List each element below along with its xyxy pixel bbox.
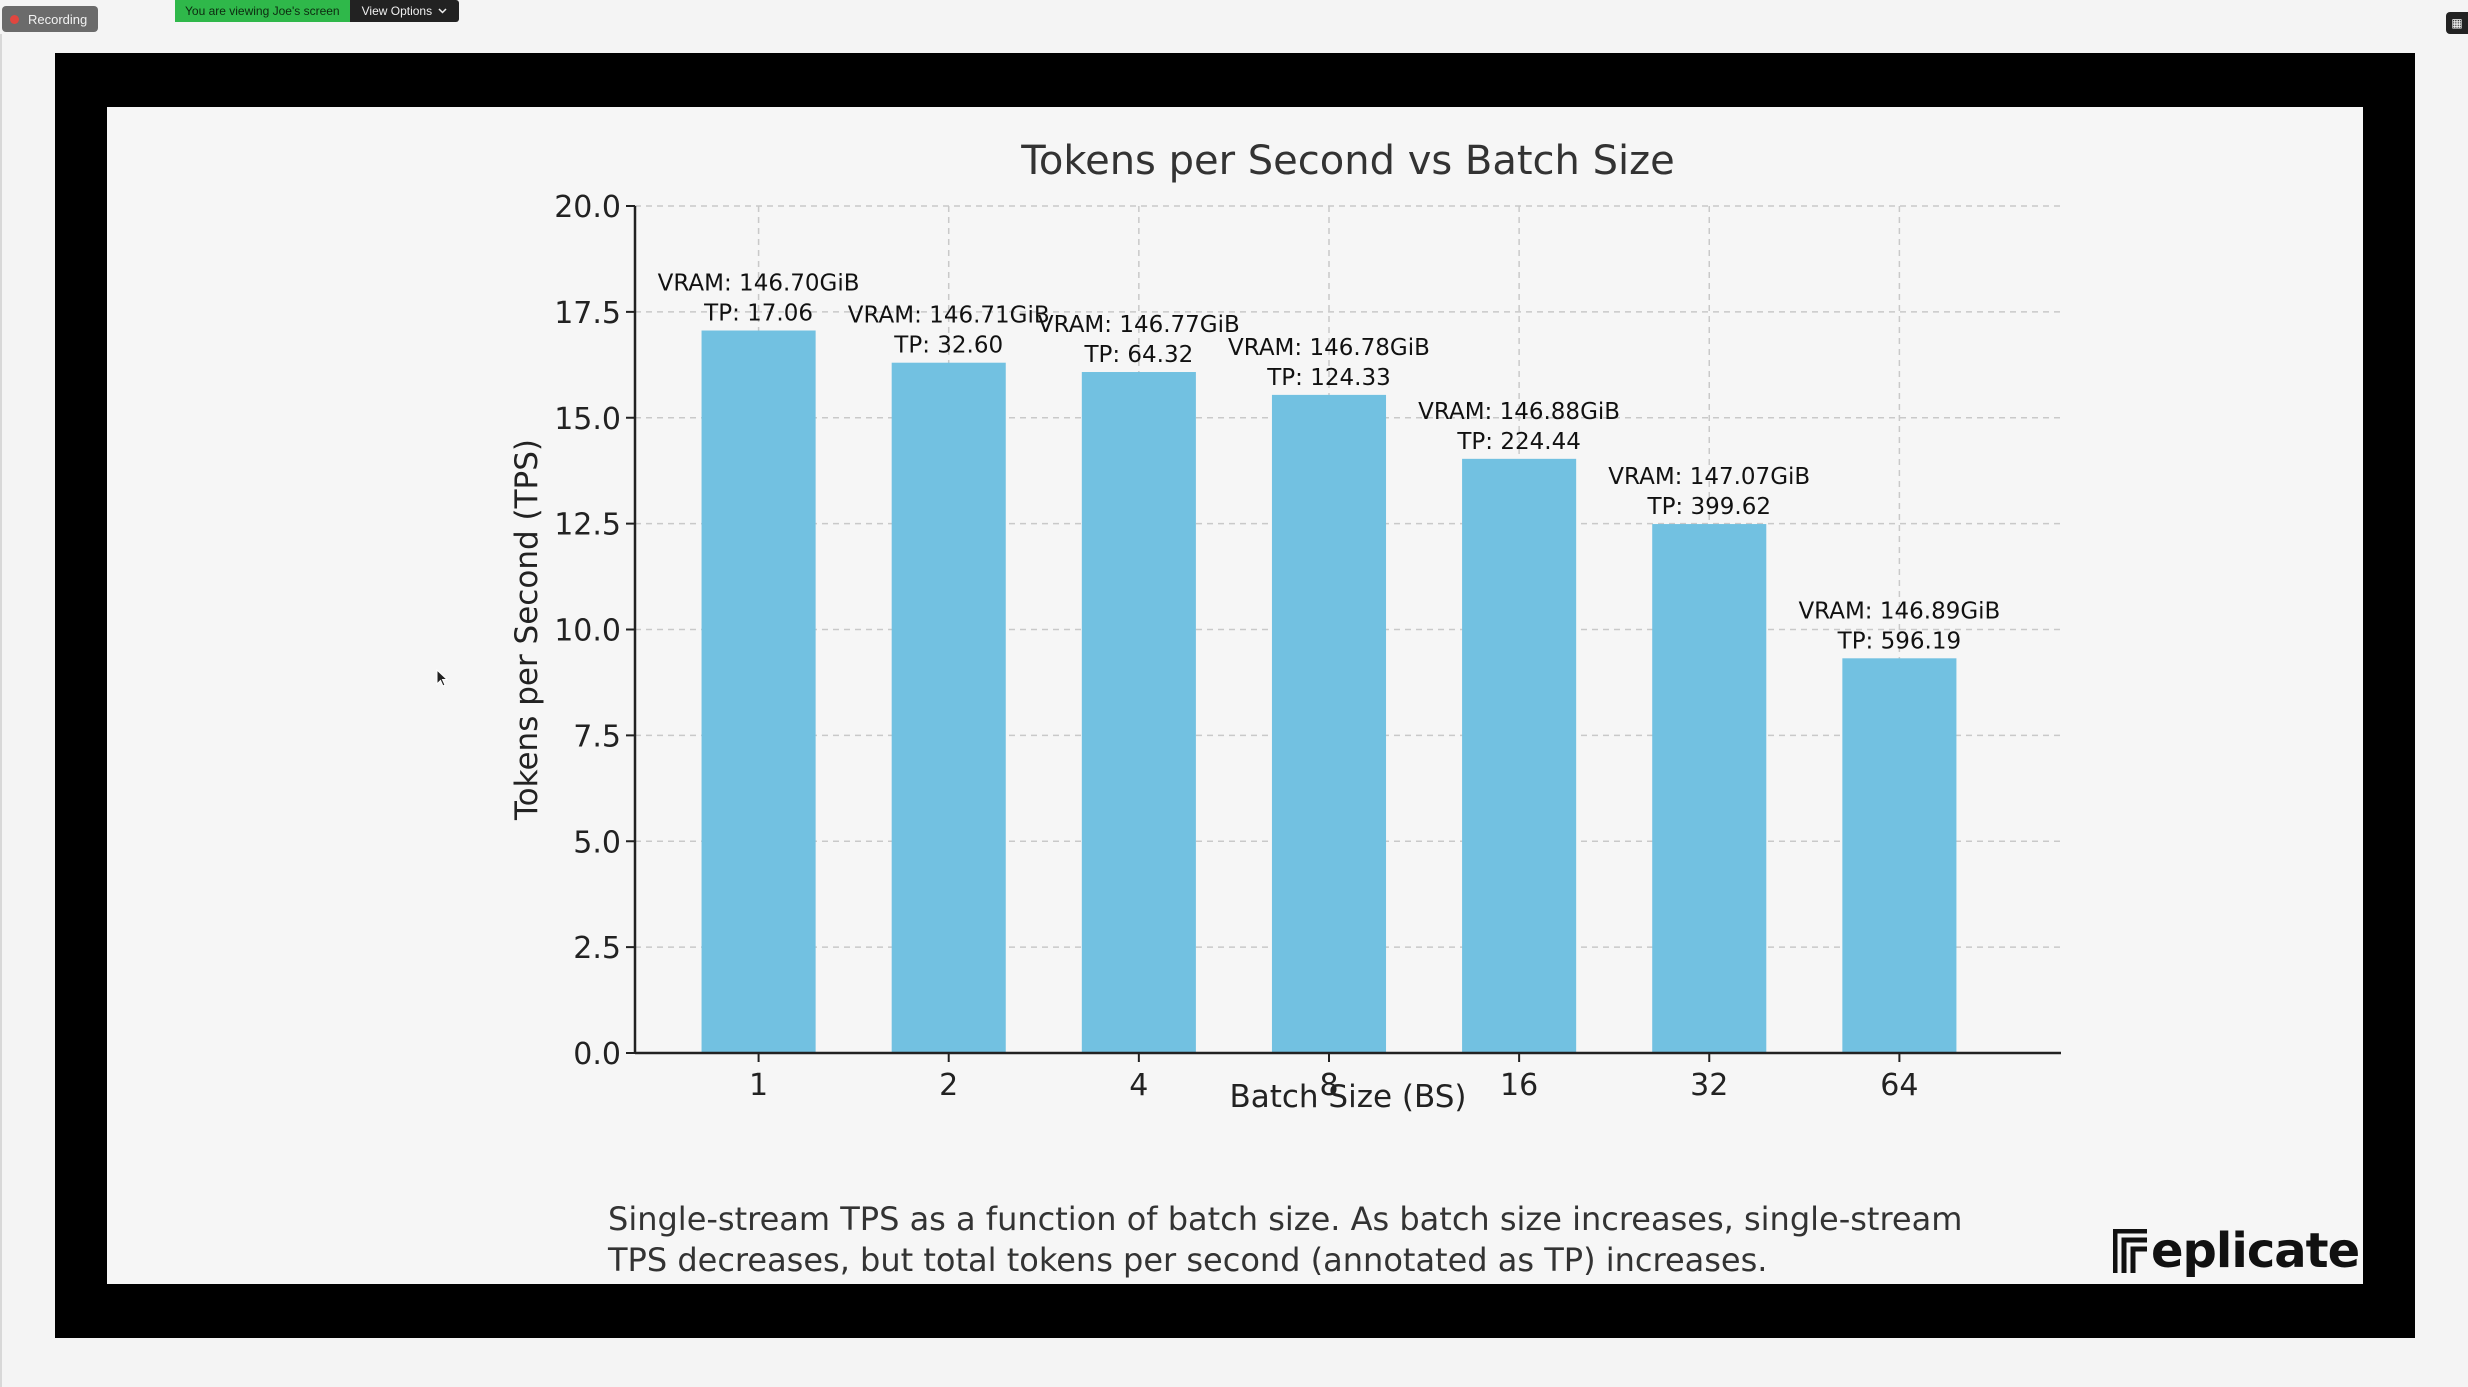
window-edge	[0, 34, 2, 1387]
bar-annotation-tp: TP: 399.62	[1647, 494, 1771, 520]
bar	[1271, 394, 1387, 1054]
caption-line: TPS decreases, but total tokens per seco…	[608, 1241, 1768, 1279]
x-tick-label: 32	[1690, 1068, 1728, 1103]
bar-annotation-vram: VRAM: 147.07GiB	[1608, 464, 1810, 490]
y-tick-label: 17.5	[554, 296, 621, 331]
bar	[1081, 372, 1196, 1054]
bar-annotation-tp: TP: 64.32	[1083, 342, 1193, 368]
bar-annotation-tp: TP: 32.60	[893, 333, 1003, 359]
y-tick-label: 12.5	[554, 508, 621, 543]
bar-annotation-vram: VRAM: 146.71GiB	[848, 303, 1050, 329]
shared-screen: 0.0 2.5 5.0 7.5 10.0 12.5 15.0 17.5 20.0 VRAM: 14…	[55, 53, 2415, 1338]
brand-name: eplicate	[2151, 1223, 2360, 1279]
recording-label: Recording	[28, 11, 88, 27]
x-tick-label: 8	[1319, 1068, 1338, 1103]
y-tick-label: 2.5	[573, 931, 621, 966]
mouse-pointer-icon	[436, 669, 448, 687]
view-options-label: View Options	[361, 4, 433, 18]
bar-annotation-vram: VRAM: 146.89GiB	[1798, 598, 2000, 624]
bar-annotation-vram: VRAM: 146.78GiB	[1228, 335, 1430, 361]
bar-annotation-tp: TP: 124.33	[1266, 365, 1390, 391]
view-options-button[interactable]: View Options	[349, 0, 460, 22]
bar	[701, 330, 816, 1053]
y-tick-label: 5.0	[573, 825, 621, 860]
bar-annotation-vram: VRAM: 146.70GiB	[658, 271, 860, 297]
screen-share-banner: You are viewing Joe's screen View Option…	[175, 0, 460, 22]
replicate-logo: eplicate	[2113, 1223, 2360, 1279]
x-tick-label: 4	[1129, 1068, 1148, 1103]
bar	[1652, 524, 1767, 1053]
x-tick-label: 2	[939, 1068, 958, 1103]
y-tick-label: 0.0	[573, 1037, 621, 1072]
grid-icon: ▦	[2451, 16, 2463, 30]
bar-annotation-tp: TP: 596.19	[1837, 628, 1961, 654]
x-tick-label: 64	[1880, 1068, 1918, 1103]
bar-annotation-tp: TP: 17.06	[703, 301, 813, 327]
y-axis-title: Tokens per Second (TPS)	[509, 439, 545, 821]
caption-line: Single-stream TPS as a function of batch…	[608, 1200, 1963, 1238]
recording-indicator[interactable]: Recording	[2, 6, 98, 32]
bar-annotation-tp: TP: 224.44	[1456, 429, 1580, 455]
y-tick-label: 15.0	[554, 402, 621, 437]
bar-annotation-vram: VRAM: 146.77GiB	[1038, 312, 1240, 338]
y-tick-label: 20.0	[554, 190, 621, 225]
x-axis-title: Batch Size (BS)	[1229, 1079, 1466, 1115]
bar	[1462, 458, 1577, 1054]
bar	[891, 362, 1006, 1053]
viewing-screen-label: You are viewing Joe's screen	[175, 0, 350, 22]
bar-chart: 0.0 2.5 5.0 7.5 10.0 12.5 15.0 17.5 20.0 VRAM: 14…	[509, 138, 2061, 1115]
x-tick-label: 16	[1500, 1068, 1538, 1103]
replicate-logo-icon	[2113, 1229, 2147, 1273]
bar-annotation-vram: VRAM: 146.88GiB	[1418, 399, 1620, 425]
side-panel-toggle[interactable]: ▦	[2446, 12, 2468, 34]
presentation-slide: 0.0 2.5 5.0 7.5 10.0 12.5 15.0 17.5 20.0 VRAM: 14…	[107, 107, 2363, 1284]
bar	[1842, 658, 1957, 1053]
x-tick-label: 1	[749, 1068, 768, 1103]
slide-caption: Single-stream TPS as a function of batch…	[608, 1199, 2068, 1281]
y-tick-label: 7.5	[573, 719, 621, 754]
red-dot-icon	[10, 14, 19, 24]
y-tick-label: 10.0	[554, 614, 621, 649]
chevron-down-icon	[438, 8, 447, 14]
chart-title: Tokens per Second vs Batch Size	[1020, 138, 1674, 184]
